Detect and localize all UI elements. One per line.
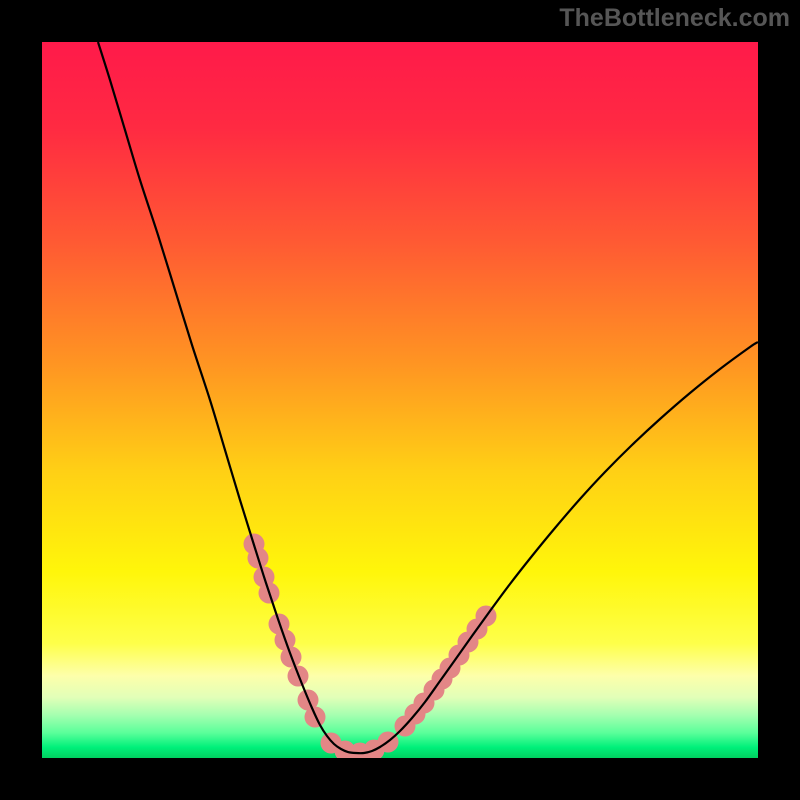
- watermark-text: TheBottleneck.com: [559, 4, 790, 33]
- gradient-background: [42, 42, 758, 758]
- chart-container: TheBottleneck.com: [0, 0, 800, 800]
- bottleneck-curve-chart: [0, 0, 800, 800]
